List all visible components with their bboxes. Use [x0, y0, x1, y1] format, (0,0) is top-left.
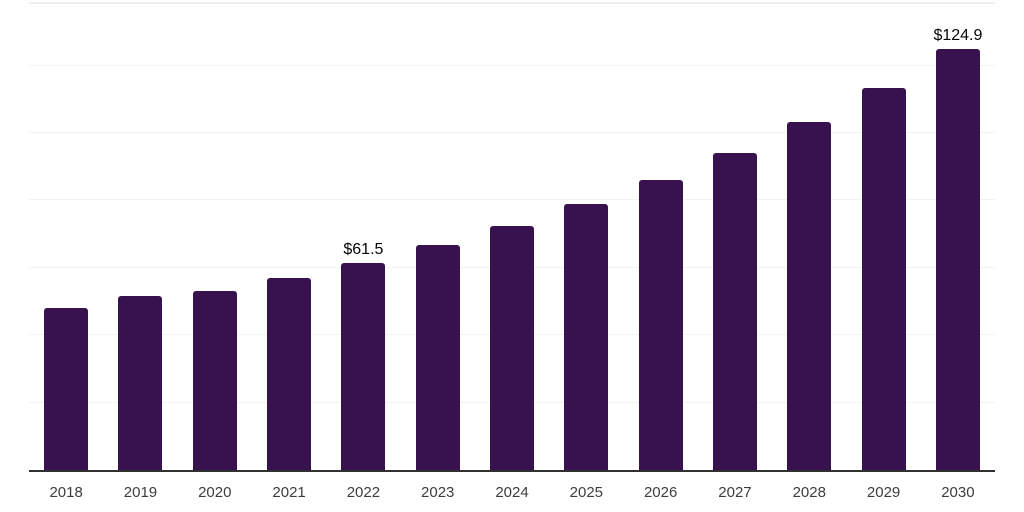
bar-group-2020: [178, 2, 252, 470]
bar-group-2024: [475, 2, 549, 470]
gridline-120: [29, 64, 995, 66]
bar-value-label-2022: $61.5: [343, 241, 384, 258]
bar-2022[interactable]: [341, 263, 386, 470]
x-axis-label-2028: 2028: [792, 484, 826, 501]
x-axis-label-2023: 2023: [421, 484, 455, 501]
gridline-80: [29, 199, 995, 201]
bar-2018[interactable]: [44, 308, 89, 470]
bar-2029[interactable]: [861, 88, 906, 470]
bar-group-2018: [29, 2, 103, 470]
x-axis-label-2025: 2025: [569, 484, 604, 501]
bar-group-2028: [772, 2, 846, 470]
x-axis-label-2020: 2020: [198, 484, 232, 501]
x-axis-label-2030: 2030: [941, 484, 975, 501]
bar-2020[interactable]: [192, 291, 237, 470]
x-axis-label-2019: 2019: [123, 484, 158, 501]
bar-group-2021: [252, 2, 326, 470]
bar-group-2025: [549, 2, 623, 470]
x-axis-line: [29, 470, 995, 472]
x-axis-label-2022: 2022: [346, 484, 381, 501]
bar-group-2029: [846, 2, 920, 470]
bar-group-2019: [103, 2, 177, 470]
plot-area: $61.5 $124.9: [29, 2, 995, 472]
bar-2030[interactable]: [935, 49, 980, 470]
bar-value-label-2030: $124.9: [933, 27, 983, 44]
x-axis-label-2027: 2027: [718, 484, 752, 501]
bar-2027[interactable]: [712, 153, 757, 470]
x-axis-label-2029: 2029: [866, 484, 901, 501]
bar-group-2023: [401, 2, 475, 470]
gridline-100: [29, 132, 995, 133]
x-axis-label-2018: 2018: [49, 484, 83, 501]
bar-group-2027: [698, 2, 772, 470]
x-axis-label-2021: 2021: [272, 484, 306, 501]
bar-2021[interactable]: [267, 278, 312, 470]
x-axis-label-2024: 2024: [495, 484, 529, 501]
bar-2023[interactable]: [415, 245, 460, 470]
bar-series: $61.5 $124.9: [29, 2, 995, 470]
bar-2028[interactable]: [787, 122, 832, 470]
x-axis-label-2026: 2026: [643, 484, 678, 501]
bar-2024[interactable]: [490, 226, 535, 470]
bar-group-2026: [624, 2, 698, 470]
bar-group-2030: $124.9: [921, 2, 995, 470]
bar-group-2022: $61.5: [326, 2, 400, 470]
bar-2019[interactable]: [118, 296, 163, 470]
bar-2025[interactable]: [564, 204, 609, 470]
top-gridline: [29, 2, 995, 4]
bar-2026[interactable]: [638, 180, 683, 470]
x-axis-labels: 2018 2019 2020 2021 2022 2023 2024 2025 2026 2027…: [29, 474, 995, 501]
